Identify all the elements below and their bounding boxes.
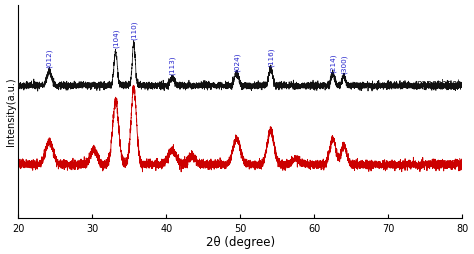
Text: (214): (214)	[329, 53, 336, 72]
Text: (104): (104)	[112, 29, 119, 48]
Text: (113): (113)	[169, 55, 175, 75]
Text: (110): (110)	[130, 20, 137, 40]
X-axis label: 2θ (degree): 2θ (degree)	[206, 235, 275, 248]
Text: nanosheet: nanosheet	[416, 78, 461, 88]
Text: (116): (116)	[267, 48, 274, 67]
Text: (012): (012)	[46, 49, 53, 68]
Text: (024): (024)	[233, 52, 240, 71]
Text: (300): (300)	[341, 54, 347, 73]
Text: nanorod: nanorod	[426, 157, 461, 166]
Y-axis label: Intensity(a.u.): Intensity(a.u.)	[6, 77, 16, 146]
